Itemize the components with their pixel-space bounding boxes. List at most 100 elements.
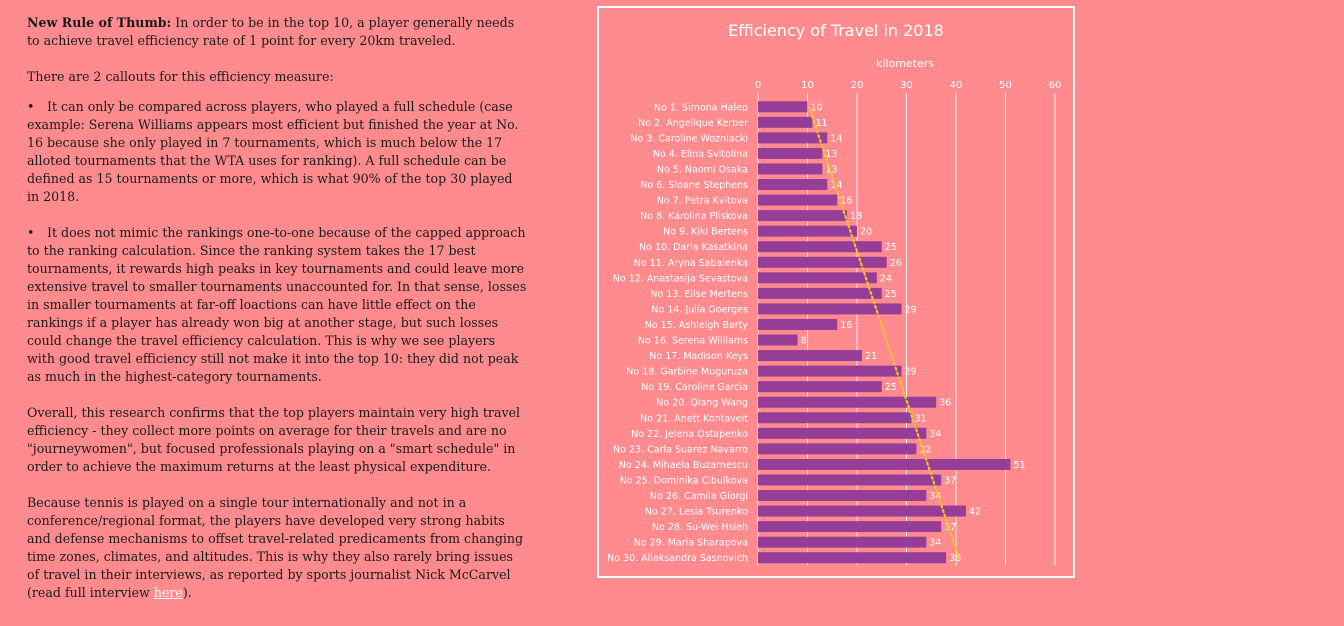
bar-26 — [758, 490, 927, 502]
trendline — [807, 105, 960, 559]
category-label: No 4. Elina Svitolina — [653, 149, 748, 160]
bar-16 — [758, 334, 798, 346]
data-label: 34 — [929, 538, 941, 549]
category-label: No 7. Petra Kvitova — [657, 196, 748, 207]
data-label: 11 — [815, 118, 827, 129]
category-label: No 16. Serena Williams — [638, 336, 748, 347]
bar-7 — [758, 194, 838, 206]
data-label: 16 — [840, 320, 852, 331]
bar-9 — [758, 225, 857, 237]
bar-10 — [758, 241, 882, 253]
bar-17 — [758, 350, 862, 362]
data-label: 32 — [919, 444, 931, 455]
bar-27 — [758, 505, 966, 517]
category-label: No 18. Garbine Muguruza — [626, 367, 748, 378]
bar-20 — [758, 396, 937, 408]
category-label: No 12. Anastasija Sevastova — [613, 273, 748, 284]
bar-1 — [758, 101, 808, 113]
bar-23 — [758, 443, 917, 455]
data-label: 13 — [825, 164, 837, 175]
data-label: 29 — [905, 367, 917, 378]
chart-title: Efficiency of Travel in 2018 — [728, 21, 944, 40]
data-label: 18 — [850, 211, 862, 222]
bar-12 — [758, 272, 877, 284]
data-label: 34 — [929, 491, 941, 502]
category-label: No 15. Ashleigh Barty — [645, 320, 749, 331]
data-label: 37 — [944, 475, 956, 486]
category-label: No 30. Aliaksandra Sasnovich — [607, 553, 748, 564]
bar-21 — [758, 412, 912, 424]
data-label: 26 — [890, 258, 902, 269]
bullet-callout-2: • It does not mimic the rankings one-to-o… — [27, 224, 527, 386]
x-tick-label: 20 — [851, 80, 864, 91]
category-label: No 21. Anett Kontaveit — [640, 413, 748, 424]
category-label: No 13. Elise Mertens — [650, 289, 748, 300]
bar-24 — [758, 458, 1011, 470]
bullet-callout-2-text: It does not mimic the rankings one-to-on… — [27, 225, 527, 384]
bar-30 — [758, 552, 947, 564]
category-label: No 8. Karolina Pliskova — [640, 211, 748, 222]
paragraph-overall: Overall, this research confirms that the… — [27, 405, 521, 474]
efficiency-chart: Efficiency of Travel in 2018 kilometers 0 1… — [607, 21, 1062, 566]
bar-5 — [758, 163, 823, 175]
category-label: No 26. Camila Giorgi — [650, 491, 748, 502]
category-label: No 28. Su-Wei Hsieh — [652, 522, 748, 533]
data-label: 25 — [885, 242, 897, 253]
data-label: 37 — [944, 522, 956, 533]
category-label: No 10. Daria Kasatkina — [639, 242, 748, 253]
bar-19 — [758, 381, 882, 393]
category-label: No 29. Maria Sharapova — [634, 538, 748, 549]
interview-link[interactable]: here — [153, 585, 183, 600]
category-label: No 9. Kiki Bertens — [663, 227, 748, 238]
data-label: 25 — [885, 382, 897, 393]
bar-2 — [758, 116, 813, 128]
bar-28 — [758, 521, 942, 533]
category-label: No 14. Julia Goerges — [651, 304, 748, 315]
paragraph-tennis-tour-text: Because tennis is played on a single tou… — [27, 495, 524, 600]
bar-18 — [758, 365, 902, 377]
bullet-dot: • — [27, 225, 35, 240]
category-label: No 6. Sloane Stephens — [640, 180, 748, 191]
data-label: 36 — [939, 398, 951, 409]
category-label: No 17. Madison Keys — [649, 351, 748, 362]
paragraph-callouts-intro: There are 2 callouts for this efficiency… — [27, 69, 334, 84]
x-tick-label: 0 — [755, 80, 761, 91]
category-label: No 5. Naomi Osaka — [657, 164, 748, 175]
bar-25 — [758, 474, 942, 486]
data-label: 10 — [811, 102, 823, 113]
x-tick-label: 50 — [999, 80, 1012, 91]
data-label: 14 — [830, 180, 842, 191]
paragraph-rule-of-thumb: New Rule of Thumb: In order to be in the… — [27, 14, 527, 50]
x-tick-label: 40 — [950, 80, 963, 91]
category-label: No 1. Simona Halep — [654, 102, 748, 113]
data-label: 42 — [969, 507, 981, 518]
chart-container: Efficiency of Travel in 2018 kilometers 0 1… — [597, 6, 1075, 578]
paragraph-tennis-tour-end: ). — [182, 585, 192, 600]
x-axis-label: kilometers — [876, 57, 934, 70]
category-label: No 20. Qiang Wang — [656, 398, 748, 409]
x-tick-label: 60 — [1049, 80, 1062, 91]
bar-29 — [758, 536, 927, 548]
data-label: 29 — [905, 304, 917, 315]
data-label: 8 — [801, 336, 807, 347]
category-label: No 25. Dominika Cibulkova — [620, 475, 748, 486]
data-label: 51 — [1013, 460, 1025, 471]
bullet-callout-1: • It can only be compared across players,… — [27, 98, 527, 206]
data-label: 13 — [825, 149, 837, 160]
rule-of-thumb-text: In order to be in the top 10, a player g… — [27, 15, 515, 48]
data-label: 21 — [865, 351, 877, 362]
data-label: 16 — [840, 196, 852, 207]
data-label: 31 — [914, 413, 926, 424]
category-label: No 19. Caroline Garcia — [641, 382, 748, 393]
bar-6 — [758, 179, 828, 191]
bar-22 — [758, 427, 927, 439]
bar-4 — [758, 147, 823, 159]
bar-8 — [758, 210, 848, 222]
bar-15 — [758, 318, 838, 330]
data-label: 38 — [949, 553, 961, 564]
category-label: No 23. Carla Suarez Navarro — [613, 444, 748, 455]
paragraph-tennis-tour: Because tennis is played on a single tou… — [27, 494, 527, 602]
category-label: No 2. Angelique Kerber — [638, 118, 748, 129]
data-label: 25 — [885, 289, 897, 300]
x-tick-label: 10 — [801, 80, 814, 91]
